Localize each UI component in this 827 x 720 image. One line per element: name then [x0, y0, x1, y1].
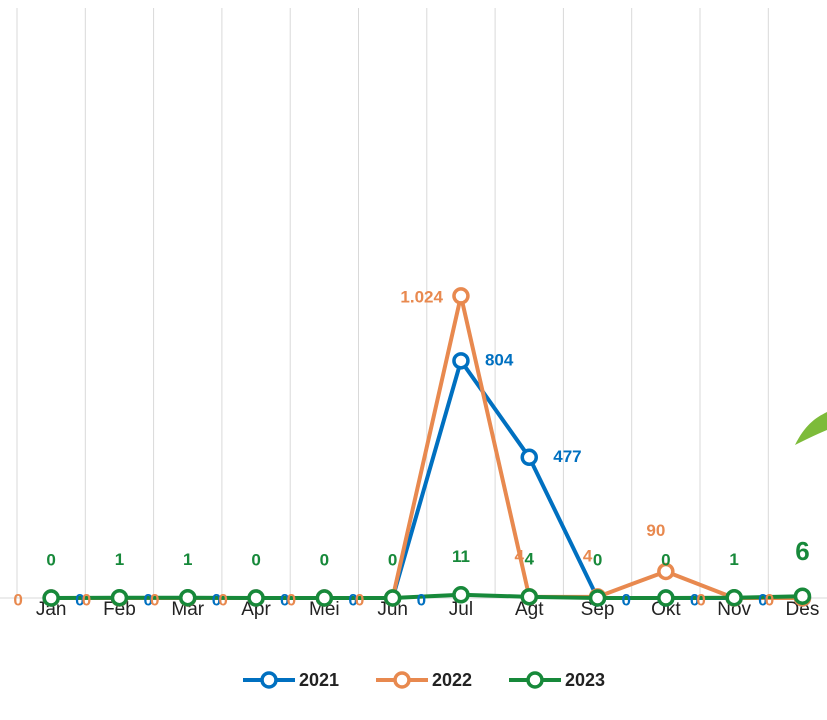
marker — [454, 588, 468, 602]
legend-label: 2023 — [565, 670, 605, 690]
marker — [181, 591, 195, 605]
data-label: 1 — [183, 550, 192, 569]
data-label: 0 — [765, 590, 774, 609]
data-label: 0 — [388, 550, 397, 569]
marker — [317, 591, 331, 605]
legend-marker — [395, 673, 409, 687]
data-label: 0 — [287, 590, 296, 609]
data-label: 11 — [452, 547, 470, 566]
data-label: 0 — [661, 550, 670, 569]
marker — [522, 590, 536, 604]
marker — [591, 591, 605, 605]
marker — [795, 589, 809, 603]
marker — [454, 289, 468, 303]
data-label: 0 — [593, 550, 602, 569]
data-label: 90 — [646, 521, 665, 540]
marker — [659, 591, 673, 605]
legend-marker — [262, 673, 276, 687]
data-label: 1 — [729, 550, 738, 569]
legend-label: 2021 — [299, 670, 339, 690]
data-label: 0 — [82, 590, 91, 609]
data-label: 0 — [355, 590, 364, 609]
marker — [44, 591, 58, 605]
data-label: 804 — [485, 350, 514, 369]
legend-marker — [528, 673, 542, 687]
chart: JanFebMarAprMeiJunJulAgtSepOktNovDes0000… — [0, 0, 827, 720]
data-label: 0 — [320, 550, 329, 569]
data-label: 4 — [515, 546, 525, 565]
decoration — [795, 412, 827, 445]
data-label: 4 — [583, 546, 593, 565]
marker — [727, 591, 741, 605]
marker — [454, 354, 468, 368]
data-label: 0 — [696, 590, 705, 609]
marker — [112, 591, 126, 605]
data-label: 1.024 — [400, 287, 443, 306]
data-label: 0 — [251, 550, 260, 569]
data-label: 0 — [218, 590, 227, 609]
marker — [249, 591, 263, 605]
legend-label: 2022 — [432, 670, 472, 690]
data-label: 1 — [115, 550, 124, 569]
data-label: 4 — [525, 549, 535, 568]
data-label: 6 — [795, 536, 809, 566]
data-label: 0 — [417, 590, 426, 609]
data-label: 0 — [13, 590, 22, 609]
marker — [386, 591, 400, 605]
marker — [522, 450, 536, 464]
data-label: 0 — [150, 590, 159, 609]
data-label: 0 — [46, 550, 55, 569]
data-label: 477 — [553, 447, 581, 466]
data-label: 0 — [622, 590, 631, 609]
